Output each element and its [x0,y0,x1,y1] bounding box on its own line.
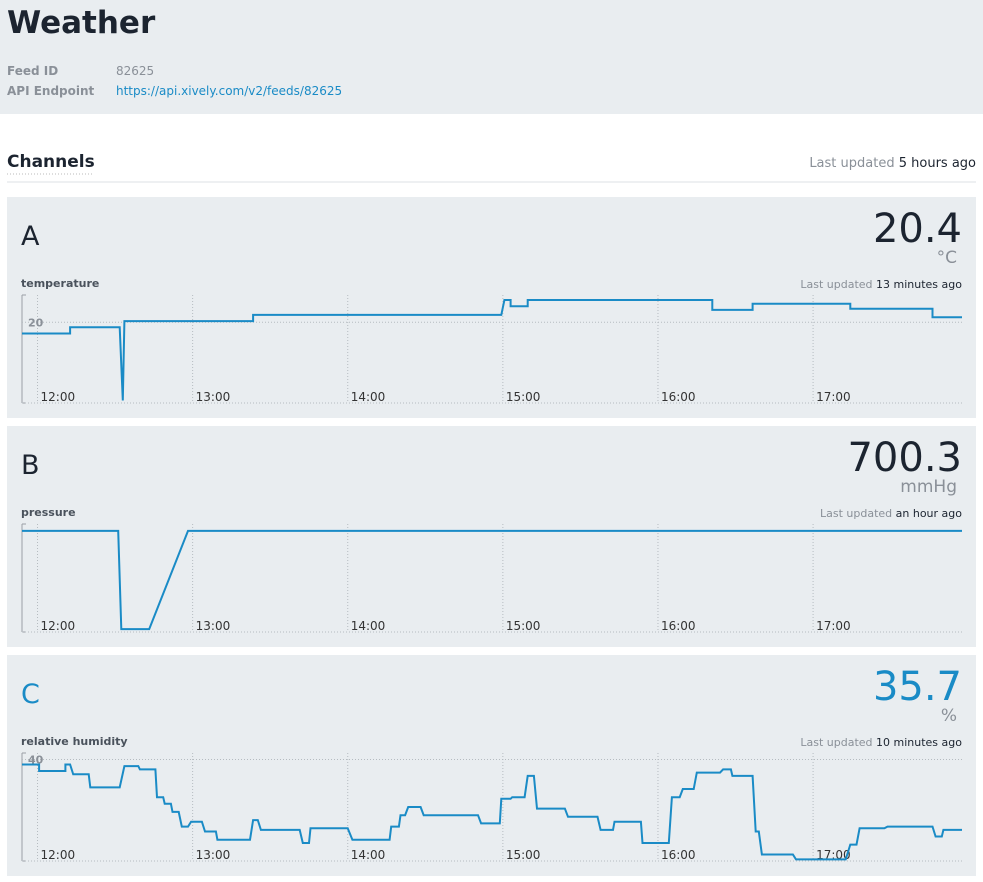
y-tick-label: 20 [28,316,44,329]
x-tick-label: 13:00 [196,619,231,633]
channel-label: temperature [21,277,99,290]
field-value: 82625 [116,64,154,78]
x-tick-label: 14:00 [351,390,386,404]
section-title: Channels [7,152,95,172]
channel-panel [7,426,976,647]
data-line [22,299,962,401]
field-label: Feed ID [7,64,58,78]
unit: mmHg [900,477,957,497]
y-tick-label: 40 [28,754,44,767]
page-title: Weather [7,5,156,41]
updated-label: Last updated [800,736,872,749]
field-label: API Endpoint [7,84,95,98]
unit: °C [937,248,957,268]
channel-panel [7,197,976,418]
current-value: 700.3 [847,435,962,481]
updated-value: an hour ago [896,507,963,520]
updated-label: Last updated [820,507,892,520]
x-tick-label: 17:00 [816,390,851,404]
section-updated: Last updated 5 hours ago [809,156,976,171]
channel-label: relative humidity [21,735,128,748]
unit: % [941,706,957,726]
updated-label: Last updated [800,278,872,291]
x-tick-label: 12:00 [41,619,76,633]
x-tick-label: 16:00 [661,848,696,862]
x-tick-label: 14:00 [351,848,386,862]
x-tick-label: 12:00 [41,848,76,862]
x-tick-label: 15:00 [506,390,541,404]
current-value: 20.4 [873,206,962,252]
x-tick-label: 12:00 [41,390,76,404]
channel-id: A [21,221,40,252]
channel-id: B [21,450,40,481]
updated-label: Last updated [809,156,894,171]
x-tick-label: 14:00 [351,619,386,633]
x-tick-label: 16:00 [661,619,696,633]
x-tick-label: 13:00 [196,390,231,404]
api-link[interactable]: https://api.xively.com/v2/feeds/82625 [116,84,342,98]
channel-updated: Last updated an hour ago [820,507,962,520]
updated-value: 13 minutes ago [876,278,962,291]
channel-label: pressure [21,506,76,519]
data-line [22,529,962,631]
x-tick-label: 17:00 [816,619,851,633]
channel-updated: Last updated 13 minutes ago [800,278,962,291]
channel-id: C [21,679,40,710]
channel-updated: Last updated 10 minutes ago [800,736,962,749]
header-band [0,0,983,114]
x-tick-label: 15:00 [506,848,541,862]
x-tick-label: 13:00 [196,848,231,862]
current-value: 35.7 [873,664,962,710]
x-tick-label: 15:00 [506,619,541,633]
data-line [22,763,962,861]
channel-panel [7,655,976,876]
x-tick-label: 16:00 [661,390,696,404]
updated-value: 10 minutes ago [876,736,962,749]
updated-value: 5 hours ago [899,156,976,171]
